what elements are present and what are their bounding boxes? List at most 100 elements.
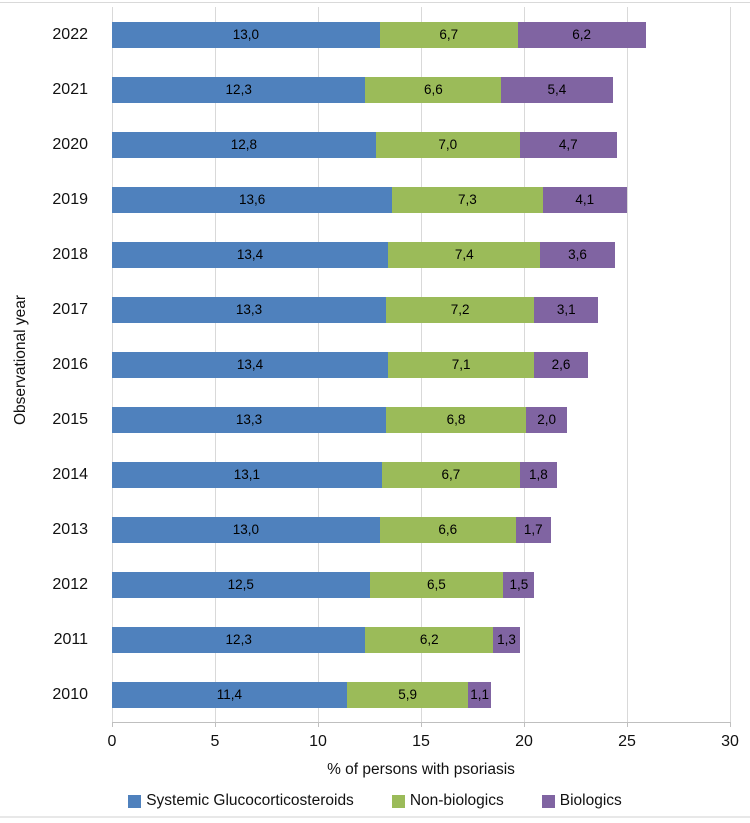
- bar-segment: 1,3: [493, 626, 520, 653]
- x-tick-mark-20: [524, 722, 525, 727]
- figure-top-border: [0, 2, 750, 3]
- bar-value-label: 13,6: [238, 192, 266, 207]
- bar-segment: 13,4: [112, 241, 389, 268]
- bar-value-label: 11,4: [216, 687, 243, 702]
- bar-row-2012: 12,5 6,5 1,5: [112, 571, 535, 598]
- legend: Systemic Glucocorticosteroids Non-biologi…: [0, 792, 750, 810]
- bar-value-label: 6,2: [419, 632, 439, 647]
- bar-segment: 7,2: [385, 296, 535, 323]
- bar-value-label: 6,7: [441, 467, 461, 482]
- bar-row-2018: 13,4 7,4 3,6: [112, 241, 615, 268]
- bar-segment: 13,1: [112, 461, 382, 488]
- bar-segment: 13,4: [112, 351, 389, 378]
- bar-value-label: 1,8: [529, 467, 548, 482]
- legend-swatch-icon: [128, 794, 142, 808]
- plot-area: 13,0 6,7 6,2 12,3 6,6 5,4 12,8 7,0 4,7 13,6 7,3 4,1…: [112, 7, 731, 722]
- y-tick-label-2019: 2019: [52, 190, 88, 208]
- bar-row-2017: 13,3 7,2 3,1: [112, 296, 599, 323]
- bar-segment: 13,3: [112, 406, 386, 433]
- y-tick-label-2015: 2015: [52, 410, 88, 428]
- legend-label: Biologics: [559, 792, 622, 809]
- bar-segment: 6,2: [517, 21, 646, 48]
- gridline-x-25: [627, 7, 628, 722]
- bar-value-label: 6,6: [438, 522, 458, 537]
- bar-value-label: 6,5: [427, 577, 446, 592]
- y-tick-label-2011: 2011: [53, 630, 88, 648]
- y-tick-label-2017: 2017: [52, 300, 88, 318]
- bar-row-2015: 13,3 6,8 2,0: [112, 406, 568, 433]
- x-tick-label-10: 10: [309, 733, 327, 750]
- y-tick-label-2016: 2016: [52, 355, 88, 373]
- bar-segment: 7,4: [388, 241, 541, 268]
- bar-value-label: 1,1: [470, 687, 490, 702]
- legend-swatch-icon: [391, 794, 405, 808]
- bar-value-label: 13,0: [232, 27, 260, 42]
- bar-value-label: 1,3: [497, 632, 516, 647]
- bar-value-label: 4,1: [575, 192, 595, 207]
- bar-value-label: 2,6: [551, 357, 571, 372]
- bar-segment: 4,7: [519, 131, 617, 158]
- bar-segment: 1,1: [468, 681, 492, 708]
- bar-value-label: 6,2: [572, 27, 592, 42]
- bar-row-2019: 13,6 7,3 4,1: [112, 186, 627, 213]
- bar-segment: 13,0: [112, 21, 380, 48]
- bar-value-label: 2,0: [537, 412, 557, 427]
- bar-segment: 12,5: [112, 571, 370, 598]
- legend-label: Systemic Glucocorticosteroids: [146, 792, 354, 809]
- bar-segment: 3,1: [534, 296, 599, 323]
- bar-value-label: 7,1: [451, 357, 471, 372]
- y-tick-label-2021: 2021: [52, 80, 88, 98]
- bar-value-label: 13,4: [236, 357, 264, 372]
- bar-segment: 6,2: [365, 626, 494, 653]
- x-tick-label-30: 30: [721, 733, 739, 750]
- bar-value-label: 3,1: [556, 302, 576, 317]
- bar-segment: 1,5: [503, 571, 535, 598]
- bar-segment: 6,6: [379, 516, 516, 543]
- bar-value-label: 6,6: [423, 82, 443, 97]
- bar-segment: 1,8: [519, 461, 557, 488]
- bar-value-label: 13,3: [235, 302, 263, 317]
- x-tick-label-0: 0: [107, 733, 117, 750]
- bar-value-label: 5,4: [547, 82, 567, 97]
- legend-label: Non-biologics: [409, 792, 504, 809]
- bar-row-2010: 11,4 5,9 1,1: [112, 681, 492, 708]
- y-tick-label-2013: 2013: [52, 520, 88, 538]
- bar-segment: 5,4: [501, 76, 613, 103]
- y-tick-label-2022: 2022: [52, 25, 88, 43]
- bar-value-label: 13,4: [236, 247, 264, 262]
- figure-bottom-border: [0, 816, 750, 818]
- bar-segment: 7,3: [392, 186, 543, 213]
- legend-swatch-icon: [541, 794, 555, 808]
- bar-segment: 13,6: [112, 186, 393, 213]
- bar-value-label: 6,7: [439, 27, 459, 42]
- x-tick-label-20: 20: [515, 733, 533, 750]
- bar-value-label: 13,1: [233, 467, 261, 482]
- y-tick-label-2014: 2014: [52, 465, 88, 483]
- bar-value-label: 12,8: [230, 137, 257, 152]
- bar-value-label: 7,3: [457, 192, 477, 207]
- y-axis-tick-labels: 2022 2021 2020 2019 2018 2017 2016 2015 2014 2013…: [0, 7, 100, 722]
- legend-item: Biologics: [541, 792, 622, 810]
- y-tick-label-2010: 2010: [52, 685, 88, 703]
- bar-segment: 6,7: [381, 461, 520, 488]
- y-tick-label-2020: 2020: [52, 135, 88, 153]
- bar-value-label: 7,0: [438, 137, 458, 152]
- bar-segment: 2,0: [526, 406, 568, 433]
- bar-segment: 6,6: [365, 76, 502, 103]
- bar-segment: 7,0: [375, 131, 520, 158]
- bar-segment: 12,8: [112, 131, 376, 158]
- bar-value-label: 7,2: [450, 302, 470, 317]
- bar-value-label: 6,8: [446, 412, 466, 427]
- bar-row-2022: 13,0 6,7 6,2: [112, 21, 646, 48]
- bar-value-label: 12,5: [227, 577, 254, 592]
- bar-segment: 12,3: [112, 76, 366, 103]
- bar-segment: 6,7: [379, 21, 518, 48]
- x-tick-mark-15: [421, 722, 422, 727]
- y-tick-label-2012: 2012: [52, 575, 88, 593]
- bar-value-label: 4,7: [558, 137, 578, 152]
- x-tick-label-25: 25: [618, 733, 636, 750]
- y-tick-label-2018: 2018: [52, 245, 88, 263]
- bar-row-2013: 13,0 6,6 1,7: [112, 516, 551, 543]
- x-tick-label-5: 5: [210, 733, 220, 750]
- x-tick-mark-25: [627, 722, 628, 727]
